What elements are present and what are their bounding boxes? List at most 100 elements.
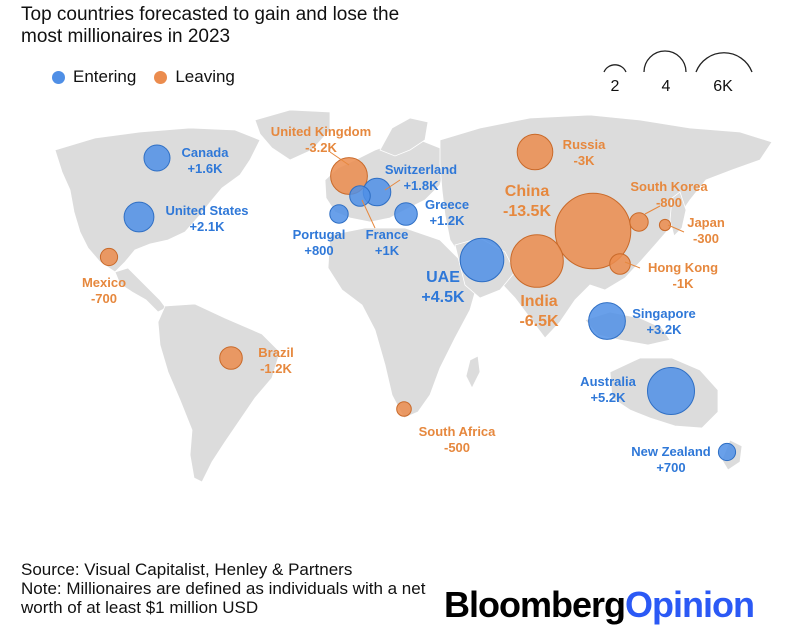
label-india: India -6.5K — [519, 292, 558, 332]
label-portugal-value: +800 — [304, 243, 334, 258]
line-switzerland — [384, 179, 401, 191]
label-greece: Greece +1.2K — [425, 197, 469, 229]
label-uae-value: +4.5K — [421, 289, 465, 306]
label-switzerland-name: Switzerland — [384, 162, 458, 177]
label-mexico-value: -700 — [90, 291, 118, 306]
label-russia: Russia -3K — [563, 137, 606, 169]
bubble-china — [554, 192, 632, 270]
south-america-shape — [157, 303, 281, 483]
size-arc-medium — [643, 50, 687, 73]
label-france-name: France — [365, 227, 409, 242]
label-greece-value: +1.2K — [429, 213, 465, 228]
label-russia-name: Russia — [562, 137, 606, 152]
bubble-brazil — [219, 346, 243, 370]
bubble-india — [510, 234, 564, 288]
label-greece-name: Greece — [424, 197, 470, 212]
bubble-singapore — [588, 302, 626, 340]
label-uae: UAE +4.5K — [421, 268, 464, 308]
bubble-japan — [658, 218, 672, 232]
size-label-4: 4 — [661, 78, 671, 95]
label-south-africa-name: South Africa — [418, 424, 496, 439]
label-south-africa: South Africa -500 — [419, 424, 496, 456]
label-united-kingdom-value: -3.2K — [305, 140, 337, 155]
bubble-south-korea — [629, 212, 649, 232]
label-canada: Canada +1.6K — [182, 145, 229, 177]
label-united-kingdom-name: United Kingdom — [270, 124, 372, 139]
size-arc-small — [603, 64, 627, 73]
legend-entering: Entering — [52, 67, 136, 87]
entering-dot — [52, 70, 65, 84]
leaving-dot — [154, 70, 168, 84]
label-hong-kong-name: Hong Kong — [647, 260, 719, 275]
bubble-united-kingdom — [330, 157, 368, 195]
line-hong-kong — [624, 261, 641, 269]
madagascar-shape — [465, 355, 481, 389]
line-france — [361, 199, 376, 229]
label-india-name: India — [520, 293, 558, 310]
bubble-france — [349, 185, 371, 207]
label-canada-value: +1.6K — [187, 161, 223, 176]
bubble-canada — [143, 144, 171, 172]
label-france: France +1K — [366, 227, 409, 259]
label-south-africa-value: -500 — [443, 440, 471, 455]
greenland-shape — [254, 109, 331, 161]
label-hong-kong: Hong Kong -1K — [648, 260, 718, 292]
label-uae-name: UAE — [426, 269, 460, 286]
label-singapore-name: Singapore — [632, 306, 696, 321]
bubble-south-africa — [396, 401, 412, 417]
label-united-kingdom: United Kingdom -3.2K — [271, 124, 371, 156]
label-australia: Australia +5.2K — [580, 374, 636, 406]
label-china: China -13.5K — [503, 182, 551, 222]
brand-logo: BloombergOpinion — [444, 584, 755, 626]
bubble-australia — [647, 367, 695, 415]
line-japan — [667, 224, 685, 233]
label-hong-kong-value: -1K — [672, 276, 694, 291]
label-brazil-name: Brazil — [258, 345, 294, 360]
label-new-zealand-name: New Zealand — [631, 444, 711, 459]
bubble-portugal — [329, 204, 349, 224]
label-new-zealand-value: +700 — [656, 460, 686, 475]
label-switzerland-value: +1.8K — [403, 178, 439, 193]
africa-shape — [327, 227, 479, 419]
label-united-states-name: United States — [165, 203, 249, 218]
label-india-value: -6.5K — [519, 313, 559, 330]
label-china-value: -13.5K — [502, 203, 552, 220]
label-south-korea-value: -800 — [655, 195, 683, 210]
label-mexico-name: Mexico — [81, 275, 127, 290]
chart-title: Top countries forecasted to gain and los… — [21, 4, 400, 47]
label-brazil-value: -1.2K — [260, 361, 292, 376]
source-line: Source: Visual Capitalist, Henley & Part… — [21, 560, 353, 579]
bubble-russia — [516, 133, 554, 171]
label-australia-name: Australia — [580, 374, 636, 389]
label-china-name: China — [504, 183, 550, 200]
size-label-2: 2 — [610, 78, 620, 95]
label-canada-name: Canada — [181, 145, 229, 160]
label-japan: Japan -300 — [687, 215, 725, 247]
japan-shape — [669, 191, 687, 237]
north-america-shape — [54, 127, 261, 273]
brand-bloomberg: Bloomberg — [444, 584, 626, 625]
label-portugal: Portugal +800 — [293, 227, 346, 259]
label-portugal-name: Portugal — [292, 227, 346, 242]
bubble-hong-kong — [609, 253, 631, 275]
bubble-new-zealand — [717, 442, 737, 462]
label-mexico: Mexico -700 — [82, 275, 126, 307]
label-singapore: Singapore +3.2K — [632, 306, 696, 338]
size-arc-large — [695, 52, 753, 73]
footer-notes: Source: Visual Capitalist, Henley & Part… — [21, 560, 441, 617]
bubble-greece — [394, 202, 418, 226]
size-legend-arcs — [603, 50, 753, 73]
label-russia-value: -3K — [573, 153, 595, 168]
label-new-zealand: New Zealand +700 — [631, 444, 710, 476]
legend-leaving: Leaving — [154, 67, 235, 87]
label-japan-value: -300 — [692, 231, 720, 246]
brand-opinion: Opinion — [625, 584, 755, 625]
label-france-value: +1K — [374, 243, 400, 258]
label-united-states-value: +2.1K — [189, 219, 225, 234]
label-australia-value: +5.2K — [590, 390, 626, 405]
label-south-korea: South Korea -800 — [630, 179, 707, 211]
label-united-states: United States +2.1K — [165, 203, 248, 235]
label-singapore-value: +3.2K — [646, 322, 682, 337]
legend: Entering Leaving — [52, 66, 253, 88]
